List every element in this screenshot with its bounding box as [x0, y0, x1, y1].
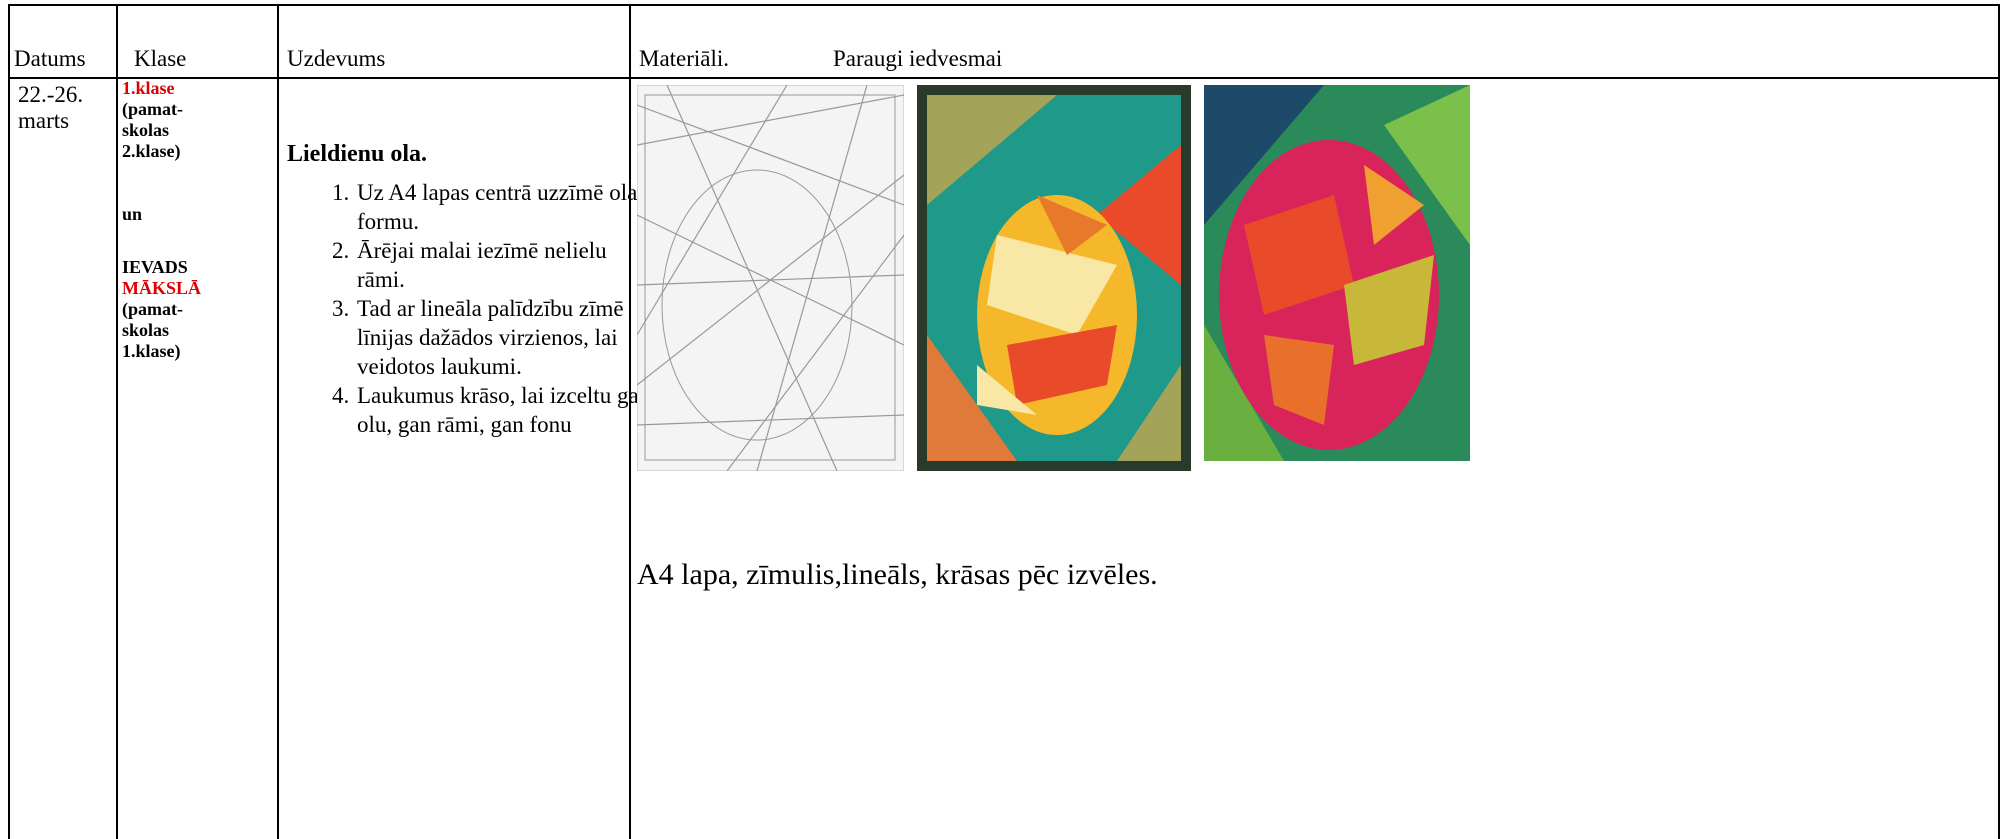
task-step: Ārējai malai iezīmē nelielu rāmi. — [355, 236, 655, 294]
class-line: 2.klase) — [122, 141, 181, 161]
table-border — [277, 4, 279, 839]
table-border — [8, 4, 2000, 6]
date: 22.-26. — [18, 82, 84, 107]
task-title: Lieldienu ola. — [287, 141, 428, 167]
header-cell: Materiāli. — [639, 46, 730, 71]
sketch-image — [637, 85, 904, 471]
date: marts — [18, 108, 70, 133]
class-cell: 1.klase (pamat- skolas 2.klase) un IEVAD… — [122, 78, 201, 362]
example-image — [917, 85, 1191, 471]
class-line: (pamat- — [122, 99, 183, 119]
task-steps: Uz A4 lapas centrā uzzīmē olas formu. Ār… — [310, 178, 655, 439]
table-border — [1998, 4, 2000, 839]
class-line: MĀKSLĀ — [122, 278, 202, 298]
table-border — [8, 77, 2000, 79]
table-border — [8, 4, 10, 839]
header-cell: Paraugi iedvesmai — [833, 46, 1003, 71]
materials: A4 lapa, zīmulis,lineāls, krāsas pēc izv… — [637, 558, 1158, 591]
header-cell: Datums — [14, 46, 86, 71]
task-step: Tad ar lineāla palīdzību zīmē līnijas da… — [355, 294, 655, 381]
class-line: 1.klase — [122, 78, 175, 98]
header-cell: Uzdevums — [287, 46, 386, 71]
table-border — [629, 4, 631, 839]
class-line: 1.klase) — [122, 341, 181, 361]
header-cell: Klase — [134, 46, 187, 71]
task-step: Uz A4 lapas centrā uzzīmē olas formu. — [355, 178, 655, 236]
class-line: skolas — [122, 320, 170, 340]
class-line: (pamat- — [122, 299, 183, 319]
class-line: IEVADS — [122, 257, 188, 277]
class-line: skolas — [122, 120, 170, 140]
class-line: un — [122, 204, 143, 224]
task-step: Laukumus krāso, lai izceltu gan olu, gan… — [355, 381, 655, 439]
example-image — [1204, 85, 1470, 461]
table-border — [116, 4, 118, 839]
